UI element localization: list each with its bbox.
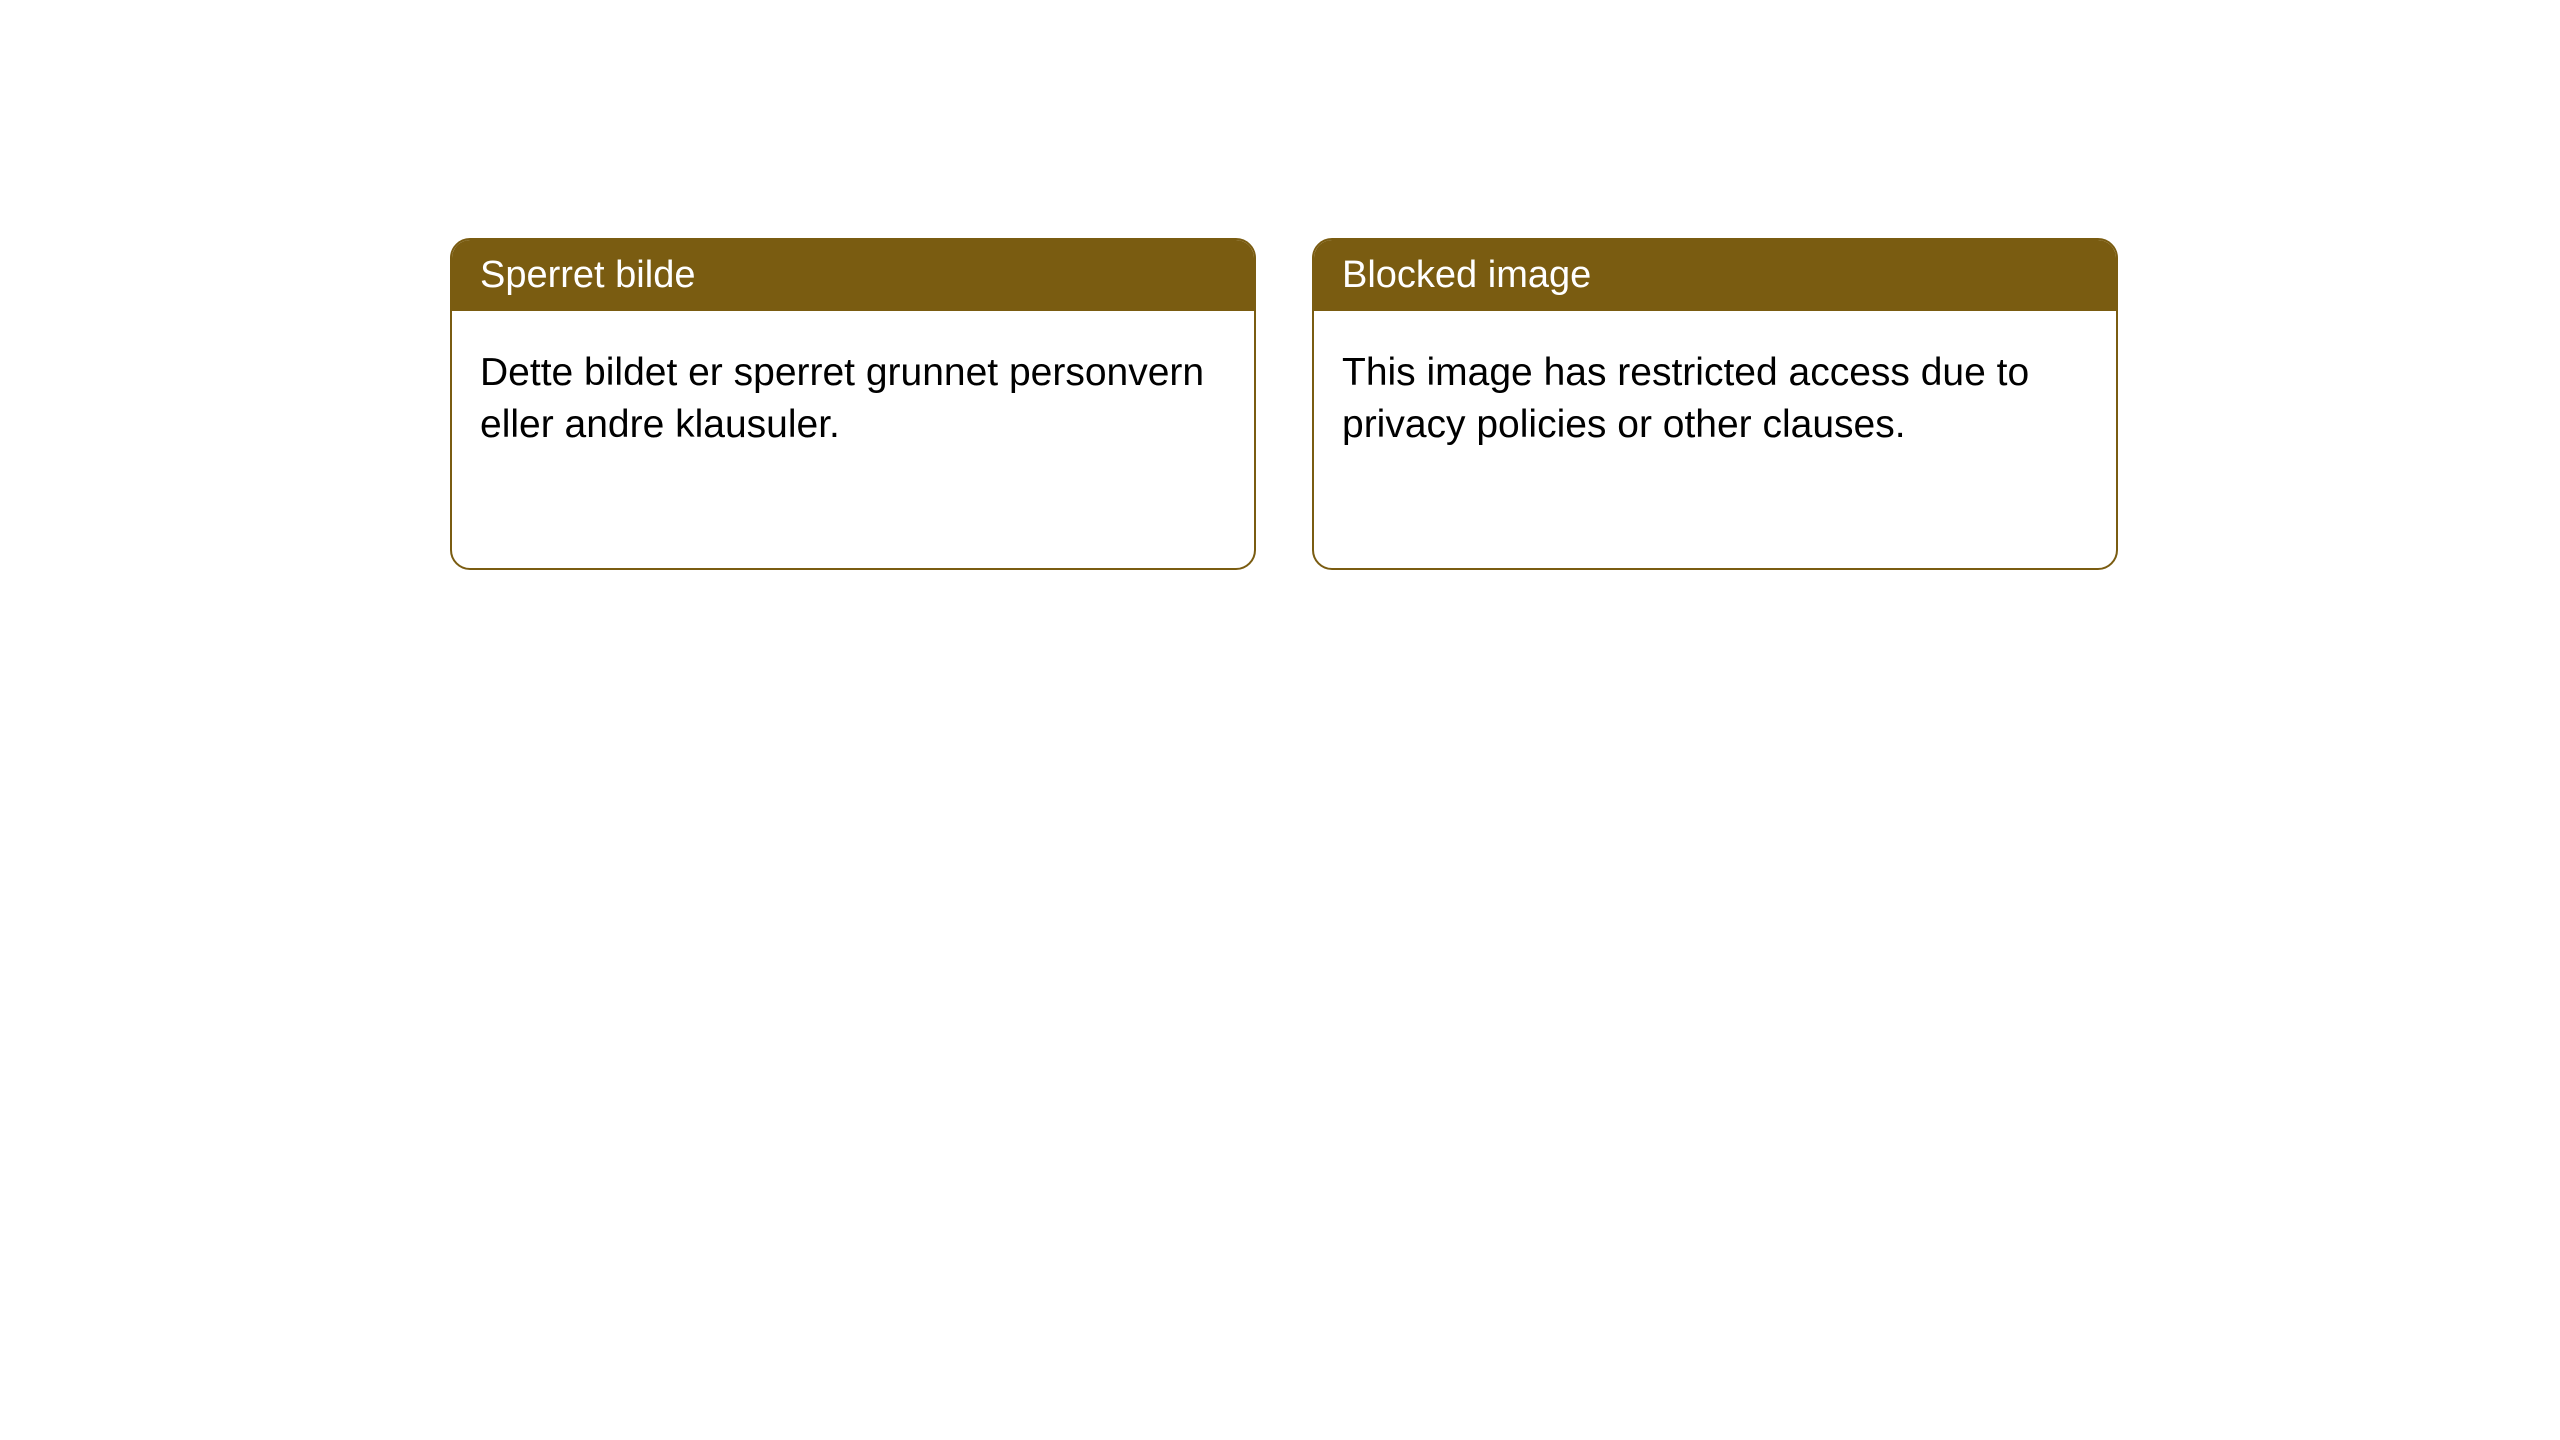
cards-container: Sperret bilde Dette bildet er sperret gr… <box>0 0 2560 570</box>
card-body-text: Dette bildet er sperret grunnet personve… <box>480 351 1204 446</box>
blocked-image-card-english: Blocked image This image has restricted … <box>1312 238 2118 570</box>
card-body: Dette bildet er sperret grunnet personve… <box>452 311 1254 488</box>
card-body: This image has restricted access due to … <box>1314 311 2116 488</box>
card-header: Blocked image <box>1314 240 2116 311</box>
blocked-image-card-norwegian: Sperret bilde Dette bildet er sperret gr… <box>450 238 1256 570</box>
card-body-text: This image has restricted access due to … <box>1342 351 2029 446</box>
card-title: Blocked image <box>1342 254 1591 296</box>
card-title: Sperret bilde <box>480 254 695 296</box>
card-header: Sperret bilde <box>452 240 1254 311</box>
